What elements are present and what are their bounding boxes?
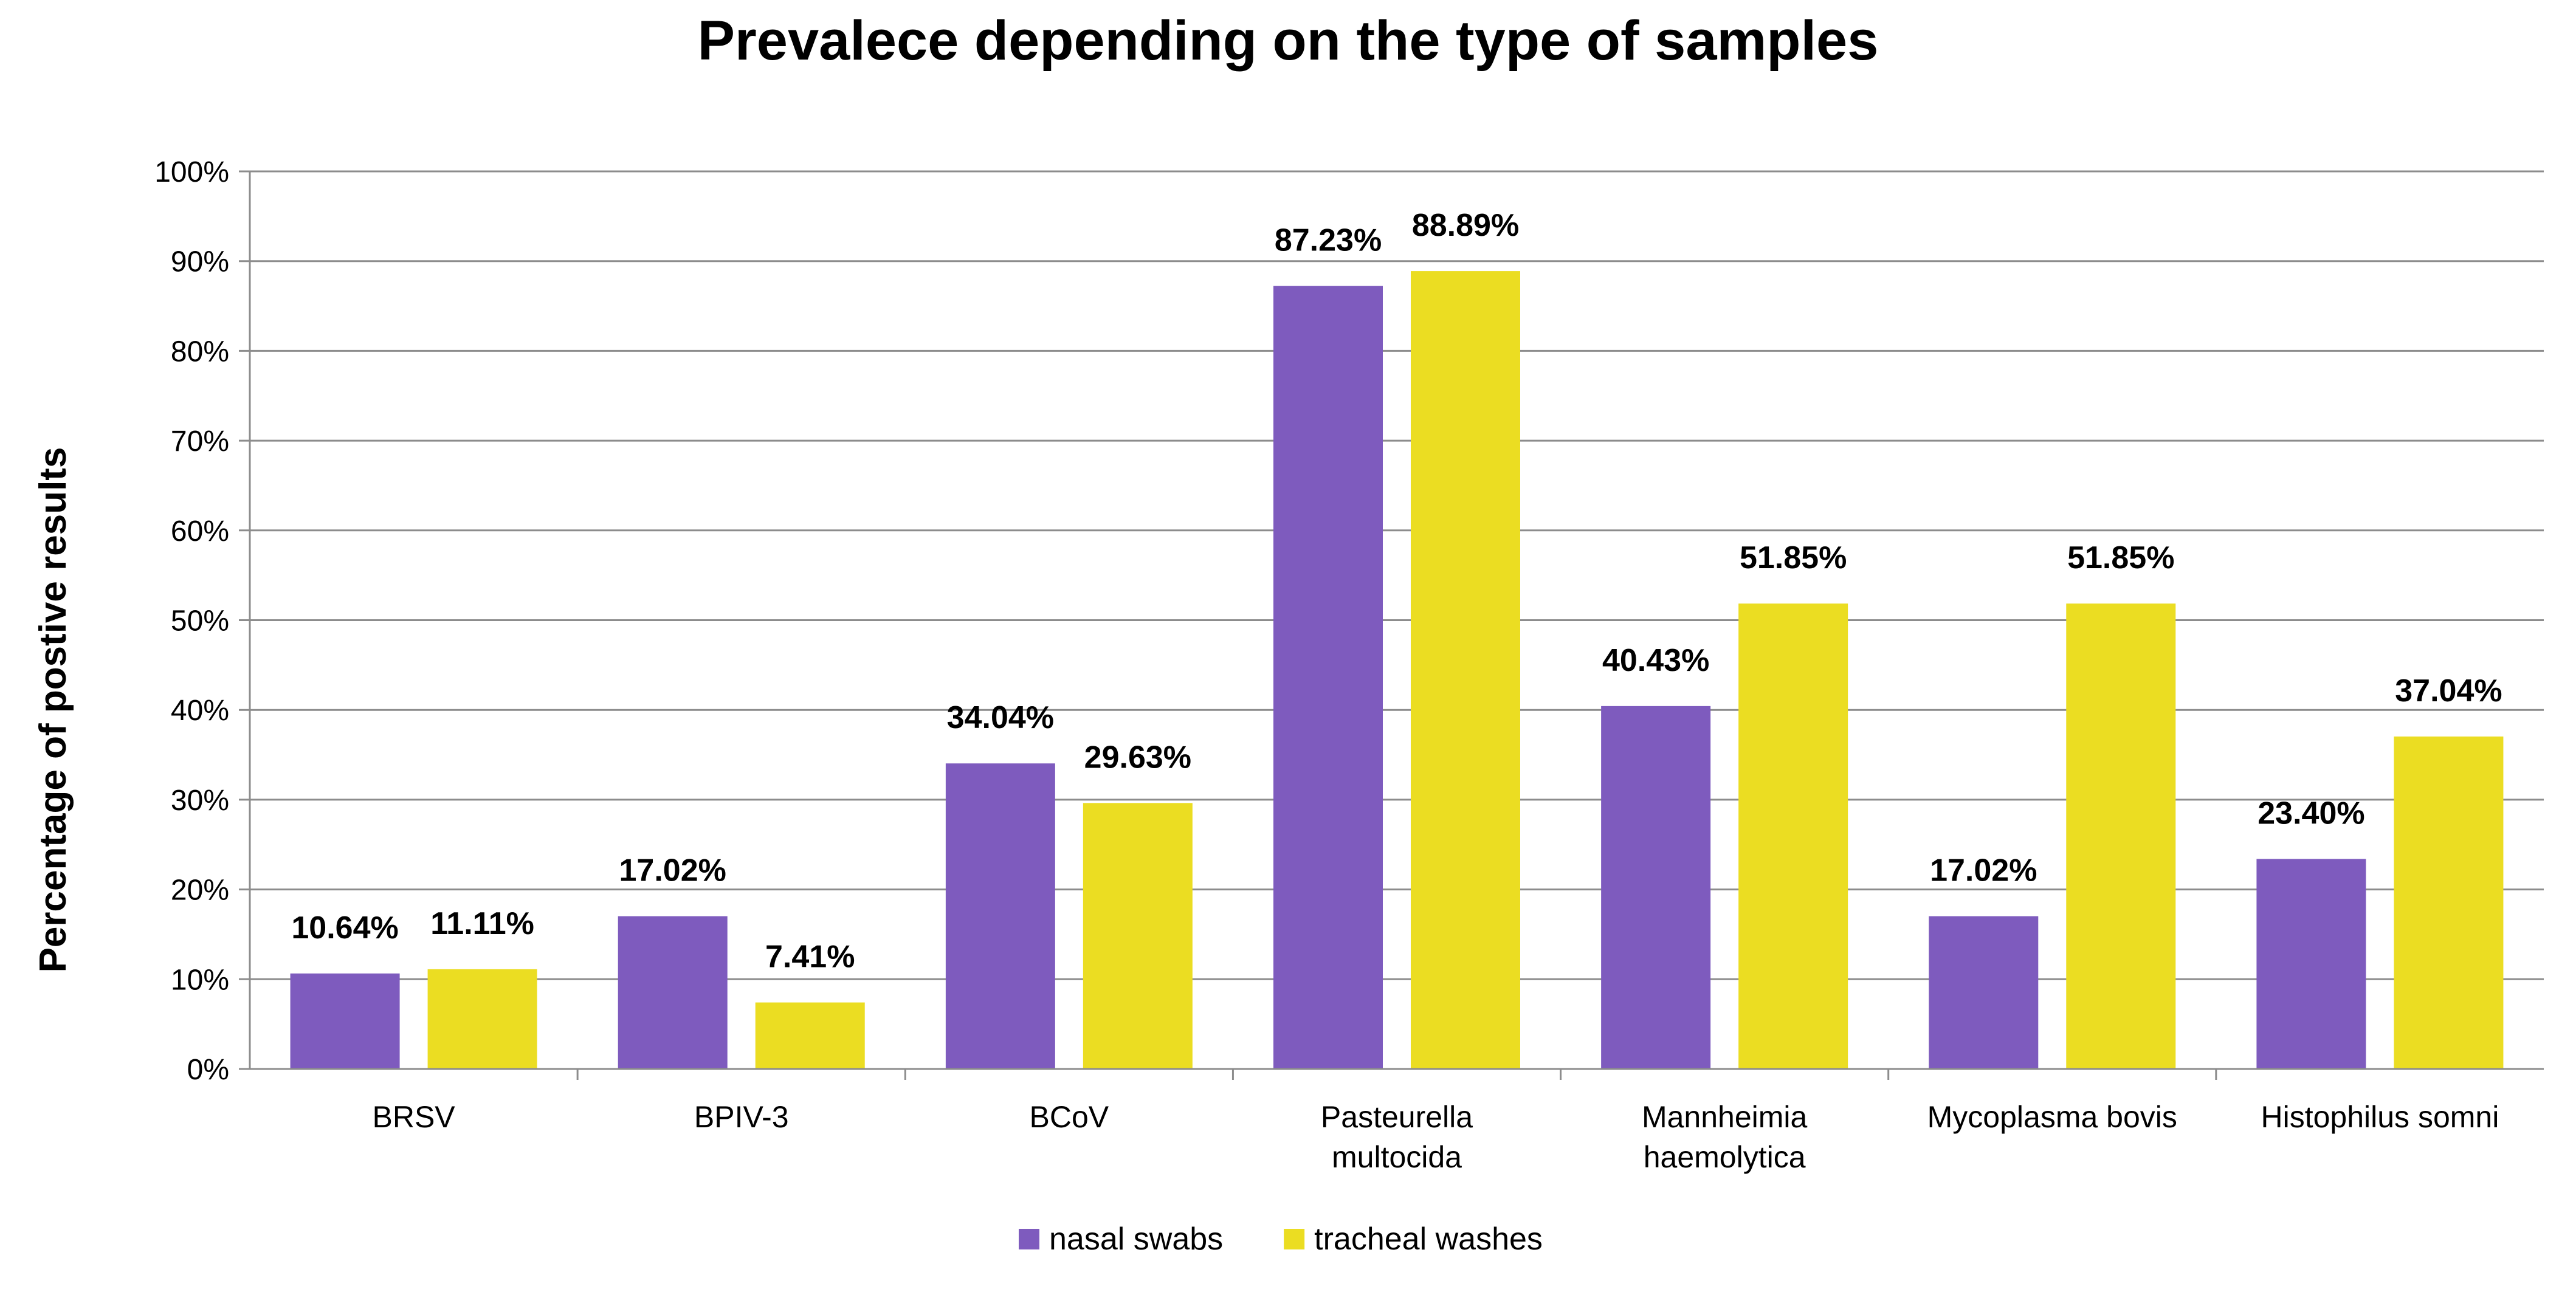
bar-nasal-swabs (290, 973, 400, 1069)
data-label: 40.43% (1602, 643, 1709, 678)
axes: 0% 10% 20% 30% 40% 50% 60% 70% 80% 90% 100% BRSV BPI… (154, 156, 2544, 1174)
x-tick-label: BCoV (1030, 1100, 1109, 1134)
y-tick-label: 40% (171, 695, 229, 727)
x-tick-label: Mycoplasma bovis (1927, 1100, 2177, 1134)
bars (290, 271, 2504, 1069)
legend-swatch (1284, 1229, 1305, 1249)
data-label: 51.85% (2067, 540, 2174, 576)
data-label: 10.64% (291, 910, 398, 946)
bar-tracheal-washes (1083, 803, 1193, 1069)
y-tick-label: 20% (171, 875, 229, 907)
bar-nasal-swabs (618, 916, 728, 1069)
x-tick-label: BPIV-3 (694, 1100, 789, 1134)
data-label: 37.04% (2395, 673, 2502, 709)
y-tick-label: 50% (171, 605, 229, 637)
bar-tracheal-washes (2066, 603, 2176, 1069)
x-tick-label: Mannheimia haemolytica (1642, 1100, 1808, 1174)
data-label: 11.11% (430, 906, 534, 941)
chart-title: Prevalece depending on the type of sampl… (698, 10, 1879, 72)
bar-nasal-swabs (2256, 859, 2366, 1069)
x-tick-label: Histophilus somni (2261, 1100, 2499, 1134)
bar-tracheal-washes (1738, 603, 1848, 1069)
bar-nasal-swabs (1273, 286, 1383, 1069)
y-tick-label: 60% (171, 515, 229, 548)
legend-label: tracheal washes (1314, 1222, 1543, 1257)
y-axis-label: Percentage of postive results (32, 447, 74, 973)
data-label: 17.02% (619, 853, 726, 888)
data-label: 87.23% (1275, 223, 1382, 258)
data-label: 17.02% (1930, 853, 2037, 888)
y-tick-label: 10% (171, 964, 229, 996)
legend-swatch (1019, 1229, 1039, 1249)
x-tick-label: Pasteurella multocida (1321, 1100, 1473, 1174)
data-label: 23.40% (2257, 795, 2364, 831)
data-label: 29.63% (1084, 740, 1191, 775)
bar-tracheal-washes (755, 1002, 865, 1069)
bar-tracheal-washes (2394, 736, 2504, 1069)
y-tick-label: 90% (171, 246, 229, 278)
x-tick-label: BRSV (372, 1100, 455, 1134)
data-labels: 10.64% 11.11% 17.02% 7.41% 34.04% 29.63% 87.23… (291, 208, 2502, 974)
bar-nasal-swabs (1929, 916, 2039, 1069)
bar-tracheal-washes (427, 969, 537, 1069)
data-label: 34.04% (947, 700, 1054, 735)
data-label: 51.85% (1740, 540, 1847, 576)
data-label: 88.89% (1412, 208, 1519, 243)
y-tick-label: 100% (154, 156, 229, 188)
gridlines (250, 170, 2544, 980)
legend: nasal swabs tracheal washes (1019, 1222, 1543, 1257)
y-tick-label: 0% (187, 1054, 229, 1086)
bar-tracheal-washes (1411, 271, 1520, 1069)
y-tick-label: 80% (171, 335, 229, 368)
y-tick-label: 70% (171, 425, 229, 458)
bar-nasal-swabs (1601, 706, 1711, 1069)
legend-label: nasal swabs (1049, 1222, 1223, 1257)
data-label: 7.41% (765, 940, 855, 975)
y-tick-label: 30% (171, 785, 229, 817)
bar-nasal-swabs (945, 763, 1055, 1069)
